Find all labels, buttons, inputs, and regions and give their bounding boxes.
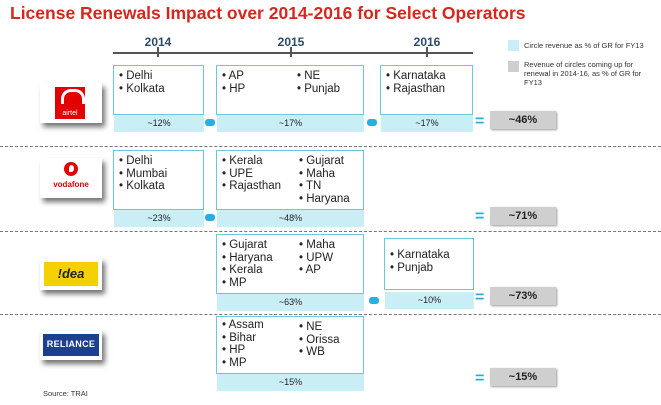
list-item: • Mumbai — [119, 167, 168, 180]
airtel-2014-pct: ~12% — [114, 115, 204, 132]
row-divider — [0, 314, 661, 315]
list-item: • Rajasthan — [222, 180, 282, 192]
list-item: • WB — [299, 346, 325, 358]
connector — [367, 119, 377, 126]
list-item: • Delhi — [119, 155, 153, 167]
airtel-2014-circles: • Delhi • Kolkata — [113, 65, 204, 115]
vodafone-2014-pct: ~23% — [114, 210, 204, 227]
list-item: • HP — [222, 82, 246, 95]
list-item: • Assam — [222, 319, 264, 331]
year-label-2015: 2015 — [277, 35, 305, 49]
list-item: • Bihar — [222, 331, 257, 344]
list-item: • NE — [297, 70, 321, 82]
equals-sign: = — [475, 289, 485, 306]
legend-label-circle-revenue: Circle revenue as % of GR for FY13 — [524, 41, 644, 50]
vodafone-2015-pct: ~48% — [217, 210, 364, 227]
chart-title: License Renewals Impact over 2014-2016 f… — [10, 3, 526, 23]
airtel-total: ~46% — [490, 111, 556, 129]
equals-sign: = — [475, 113, 485, 130]
list-item: • Karnataka — [390, 249, 450, 261]
list-item: • Maha — [299, 167, 336, 180]
list-item: • Gujarat — [222, 239, 267, 251]
list-item: • Gujarat — [299, 155, 344, 167]
list-item: • Kerala — [222, 155, 263, 167]
list-item: • Kolkata — [119, 82, 165, 95]
timeline-tick-2015 — [290, 47, 292, 57]
list-item: • Kolkata — [119, 180, 165, 192]
list-item: • HP — [222, 344, 246, 356]
legend-label-renewal-revenue: Revenue of circles coming up for renewal… — [524, 60, 642, 87]
reliance-2015-pct: ~15% — [217, 374, 364, 391]
reliance-2015-circles: • Assam • Bihar • HP • MP • NE • Orissa … — [216, 316, 364, 374]
list-item: • Orissa — [299, 333, 340, 346]
idea-2016-circles: • Karnataka • Punjab — [384, 238, 474, 290]
list-item: • MP — [222, 276, 247, 289]
vodafone-logo-text: vodafone — [53, 180, 89, 189]
row-divider — [0, 146, 661, 147]
list-item: • AP — [222, 70, 244, 82]
vodafone-2015-circles: • Kerala • UPE • Rajasthan • Gujarat • M… — [216, 150, 364, 210]
list-item: • Haryana — [299, 192, 350, 205]
list-item: • UPE — [222, 167, 253, 180]
list-item: • Punjab — [390, 261, 434, 274]
airtel-2015-circles: • AP • HP • NE • Punjab — [216, 65, 364, 115]
list-item: • Delhi — [119, 70, 153, 82]
list-item: • Maha — [299, 239, 336, 251]
airtel-2016-circles: • Karnataka • Rajasthan — [380, 65, 473, 115]
list-item: • TN — [299, 180, 322, 192]
list-item: • NE — [299, 321, 323, 333]
airtel-2015-pct: ~17% — [217, 115, 364, 132]
vodafone-2014-circles: • Delhi • Mumbai • Kolkata — [113, 150, 204, 210]
idea-logo: !dea — [40, 258, 102, 290]
list-item: • Punjab — [297, 82, 341, 95]
list-item: • UPW — [299, 251, 334, 264]
source-note: Source: TRAI — [43, 389, 88, 398]
idea-logo-text: !dea — [57, 266, 85, 281]
equals-sign: = — [475, 370, 485, 387]
idea-2015-pct: ~63% — [217, 294, 364, 311]
vodafone-logo: vodafone — [40, 158, 102, 198]
year-label-2014: 2014 — [144, 35, 172, 49]
list-item: • MP — [222, 356, 247, 369]
list-item: • Karnataka — [386, 70, 446, 82]
idea-total: ~73% — [490, 287, 556, 305]
timeline-tick-2014 — [157, 47, 159, 57]
idea-2016-pct: ~10% — [385, 292, 474, 309]
idea-2015-circles: • Gujarat • Haryana • Kerala • MP • Maha… — [216, 234, 364, 294]
legend-swatch-renewal-revenue — [508, 61, 519, 72]
airtel-logo: airtel — [40, 83, 102, 123]
equals-sign: = — [475, 208, 485, 225]
row-divider — [0, 231, 661, 232]
legend-swatch-circle-revenue — [508, 40, 519, 51]
airtel-2016-pct: ~17% — [381, 115, 473, 132]
list-item: • Haryana — [222, 251, 273, 264]
list-item: • Kerala — [222, 264, 263, 276]
connector — [205, 119, 215, 126]
reliance-logo-text: RELIANCE — [46, 339, 96, 349]
year-label-2016: 2016 — [413, 35, 441, 49]
timeline-tick-2016 — [426, 47, 428, 57]
list-item: • AP — [299, 264, 321, 276]
reliance-total: ~15% — [490, 368, 556, 386]
connector — [369, 297, 379, 304]
connector — [205, 214, 215, 221]
timeline-axis — [113, 52, 473, 54]
list-item: • Rajasthan — [386, 82, 446, 95]
vodafone-total: ~71% — [490, 207, 556, 225]
reliance-logo: RELIANCE — [40, 330, 102, 360]
airtel-logo-text: airtel — [62, 110, 78, 117]
